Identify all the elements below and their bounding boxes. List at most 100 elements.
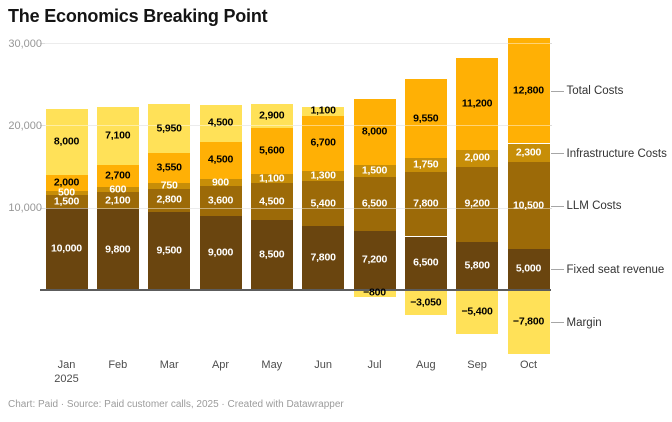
bar-segment[interactable]: 8,000 bbox=[353, 99, 396, 165]
bar-segment[interactable]: 9,800 bbox=[96, 209, 139, 290]
x-axis-month-label: Sep bbox=[467, 359, 487, 371]
bar-segment[interactable]: 4,500 bbox=[199, 141, 242, 179]
x-axis-month-label: Apr bbox=[211, 359, 230, 371]
segment-value-label: 9,550 bbox=[413, 112, 439, 125]
x-axis-month-label: Feb bbox=[108, 359, 128, 371]
bar-segment[interactable]: 9,200 bbox=[456, 166, 499, 243]
bar-segment[interactable]: −800 bbox=[353, 287, 396, 298]
bar-segment[interactable]: 2,000 bbox=[45, 174, 88, 192]
bar-segment[interactable]: 1,750 bbox=[404, 157, 447, 173]
bar-segment[interactable]: 4,500 bbox=[250, 183, 293, 220]
y-axis-tick-label: 20,000 bbox=[8, 119, 42, 132]
bar-segment[interactable]: 11,200 bbox=[456, 57, 499, 151]
segment-value-label: 9,200 bbox=[464, 197, 490, 210]
bar-segment[interactable]: 10,000 bbox=[45, 207, 88, 290]
bar-segment[interactable]: 6,500 bbox=[353, 177, 396, 231]
bar-segment[interactable]: 5,800 bbox=[456, 242, 499, 290]
bar-segment[interactable]: 2,900 bbox=[250, 104, 293, 128]
bar-segment[interactable]: 1,500 bbox=[45, 195, 88, 208]
bar-segment[interactable]: 2,100 bbox=[96, 192, 139, 210]
bar-segment[interactable]: 900 bbox=[199, 177, 242, 188]
bar-segment[interactable]: 7,800 bbox=[404, 172, 447, 237]
bar-segment[interactable]: 8,500 bbox=[250, 220, 293, 290]
segment-value-label: 4,500 bbox=[207, 116, 234, 129]
segment-value-label: 1,100 bbox=[259, 172, 285, 185]
bar-segment[interactable]: 1,100 bbox=[302, 105, 345, 116]
segment-value-label: 3,550 bbox=[156, 161, 182, 174]
segment-value-label: 1,300 bbox=[310, 169, 336, 182]
segment-value-label: −3,050 bbox=[410, 296, 442, 309]
bar-segment[interactable]: 1,500 bbox=[353, 164, 396, 178]
footer-credits: Chart: Paid · Source: Paid customer call… bbox=[8, 399, 344, 410]
segment-value-label: 2,900 bbox=[259, 109, 285, 122]
segment-value-label: 2,000 bbox=[53, 176, 80, 189]
x-axis-month-label: Jan 2025 bbox=[36, 358, 98, 386]
bar-segment[interactable]: −7,800 bbox=[507, 290, 550, 355]
bar-segment[interactable]: 5,600 bbox=[250, 127, 293, 174]
bar-segment[interactable]: −5,400 bbox=[456, 290, 499, 335]
bar-segment[interactable]: 5,400 bbox=[302, 181, 345, 226]
segment-value-label: 7,100 bbox=[105, 129, 131, 142]
bar-segment[interactable]: 7,200 bbox=[353, 230, 396, 290]
x-axis-year-label: 2025 bbox=[54, 373, 79, 385]
segment-value-label: 5,600 bbox=[259, 144, 285, 157]
bar-segment[interactable]: 1,300 bbox=[302, 170, 345, 182]
legend-label: Infrastructure Costs bbox=[566, 147, 667, 160]
bar-segment[interactable]: 4,500 bbox=[199, 104, 242, 142]
segment-value-label: −5,400 bbox=[461, 305, 493, 318]
bar-segment[interactable]: 2,700 bbox=[96, 164, 139, 188]
x-axis-month-label: Aug bbox=[416, 359, 436, 371]
y-axis-tick-label: 10,000 bbox=[8, 202, 42, 215]
x-axis-month-label: May bbox=[261, 359, 283, 371]
bar-segment[interactable]: 12,800 bbox=[507, 38, 550, 144]
segment-value-label: 9,500 bbox=[156, 244, 182, 257]
segment-value-label: 7,200 bbox=[361, 253, 388, 266]
bar-segment[interactable]: 6,500 bbox=[404, 236, 447, 290]
bar-segment[interactable]: 500 bbox=[45, 187, 88, 198]
segment-value-label: 9,800 bbox=[105, 243, 131, 256]
segment-value-label: 8,000 bbox=[361, 125, 388, 138]
segment-value-label: 1,500 bbox=[361, 164, 388, 177]
bar-segment[interactable]: 9,000 bbox=[199, 215, 242, 290]
segment-value-label: 6,700 bbox=[310, 136, 336, 149]
bar-segment[interactable]: 9,500 bbox=[148, 211, 191, 290]
legend-connector-line bbox=[550, 269, 564, 271]
bar-segment[interactable]: 2,300 bbox=[507, 143, 550, 163]
bar-segment[interactable]: 7,100 bbox=[96, 106, 139, 165]
bar-segment[interactable]: 2,800 bbox=[148, 188, 191, 212]
segment-value-label: 5,400 bbox=[310, 197, 336, 210]
gridline bbox=[40, 43, 552, 45]
bar-segment[interactable]: 6,700 bbox=[302, 115, 345, 171]
segment-value-label: 12,800 bbox=[513, 84, 544, 97]
bar-segment[interactable]: 2,000 bbox=[456, 150, 499, 167]
gridline bbox=[40, 125, 552, 127]
segment-value-label: 10,500 bbox=[513, 199, 544, 212]
bar-segment[interactable]: 1,100 bbox=[250, 173, 293, 184]
gridline-overlay bbox=[45, 43, 550, 45]
segment-value-label: 7,800 bbox=[310, 251, 336, 264]
bar-segment[interactable]: 5,000 bbox=[507, 248, 550, 290]
bar-segment[interactable]: 10,500 bbox=[507, 162, 550, 249]
bar-segment[interactable]: −3,050 bbox=[404, 290, 447, 316]
segment-value-label: 8,500 bbox=[259, 248, 285, 261]
segment-value-label: 1,100 bbox=[310, 104, 336, 117]
segment-value-label: 10,000 bbox=[51, 242, 82, 255]
segment-value-label: 1,750 bbox=[413, 158, 439, 171]
segment-value-label: 1,500 bbox=[53, 195, 80, 208]
page-title: The Economics Breaking Point bbox=[8, 6, 268, 26]
bar-segment[interactable]: 600 bbox=[96, 184, 139, 195]
bar-segment[interactable]: 9,550 bbox=[404, 79, 447, 158]
bar-segment[interactable]: 3,600 bbox=[199, 186, 242, 216]
bar-segment[interactable]: 8,000 bbox=[45, 108, 88, 175]
bar-segment[interactable]: 3,550 bbox=[148, 153, 191, 183]
segment-value-label: 5,000 bbox=[515, 262, 542, 275]
bar-segment[interactable]: 750 bbox=[148, 180, 191, 191]
zero-baseline bbox=[40, 289, 551, 291]
bar-segment[interactable]: 5,950 bbox=[148, 104, 191, 154]
bar-segment[interactable]: 7,800 bbox=[302, 225, 345, 290]
segment-value-label: 7,800 bbox=[413, 197, 439, 210]
segment-value-label: 3,600 bbox=[207, 194, 234, 207]
legend-connector-line bbox=[550, 153, 564, 154]
segment-value-label: −7,800 bbox=[512, 315, 545, 328]
